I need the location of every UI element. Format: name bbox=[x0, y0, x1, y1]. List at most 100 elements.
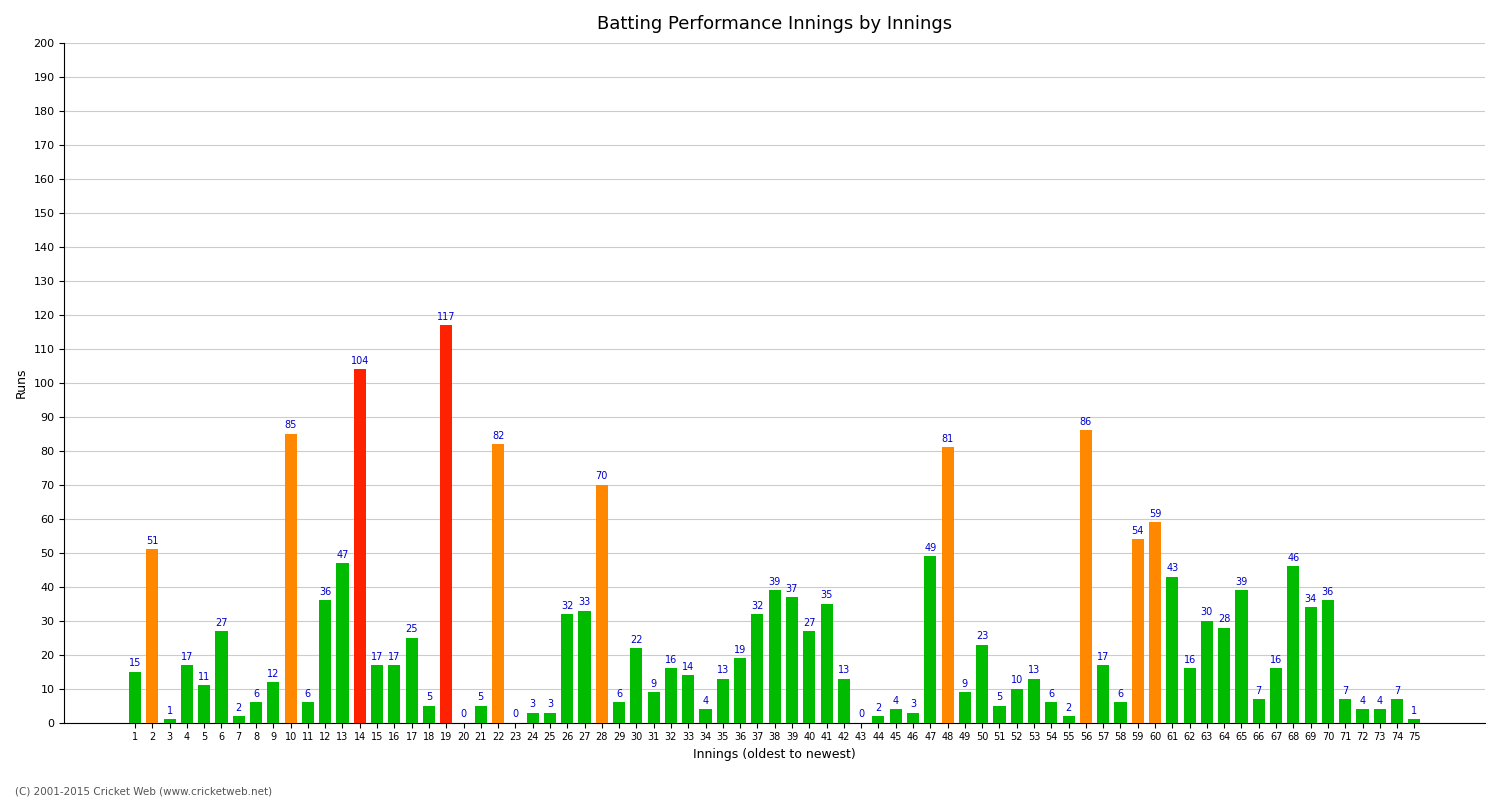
Text: 3: 3 bbox=[548, 699, 554, 709]
Text: 17: 17 bbox=[180, 651, 194, 662]
Bar bbox=[405, 638, 417, 722]
Bar bbox=[1236, 590, 1248, 722]
Bar bbox=[182, 665, 194, 722]
Bar bbox=[664, 668, 676, 722]
Bar bbox=[302, 702, 313, 722]
Text: 54: 54 bbox=[1131, 526, 1144, 536]
Bar bbox=[526, 713, 538, 722]
Y-axis label: Runs: Runs bbox=[15, 367, 28, 398]
Text: 17: 17 bbox=[1096, 651, 1110, 662]
Bar bbox=[320, 600, 332, 722]
Bar bbox=[1167, 577, 1179, 722]
Bar bbox=[370, 665, 382, 722]
Bar bbox=[336, 563, 348, 722]
Bar bbox=[839, 678, 850, 722]
Text: 46: 46 bbox=[1287, 553, 1299, 563]
Bar bbox=[164, 719, 176, 722]
Text: 85: 85 bbox=[285, 420, 297, 430]
Bar bbox=[579, 610, 591, 722]
Bar bbox=[1305, 607, 1317, 722]
Text: 11: 11 bbox=[198, 672, 210, 682]
Bar bbox=[129, 672, 141, 722]
Text: 5: 5 bbox=[477, 692, 484, 702]
Text: 0: 0 bbox=[858, 710, 864, 719]
Bar bbox=[734, 658, 746, 722]
Text: 9: 9 bbox=[962, 678, 968, 689]
Bar bbox=[699, 709, 711, 722]
Text: 39: 39 bbox=[1236, 577, 1248, 586]
Bar bbox=[423, 706, 435, 722]
Text: 27: 27 bbox=[802, 618, 816, 627]
Text: 2: 2 bbox=[1065, 702, 1071, 713]
Text: 82: 82 bbox=[492, 430, 504, 441]
Bar bbox=[1408, 719, 1420, 722]
Bar bbox=[596, 485, 608, 722]
Bar bbox=[717, 678, 729, 722]
Text: 17: 17 bbox=[370, 651, 384, 662]
Text: 2: 2 bbox=[236, 702, 242, 713]
Bar bbox=[354, 370, 366, 722]
Text: 1: 1 bbox=[1412, 706, 1418, 716]
Bar bbox=[267, 682, 279, 722]
Text: 0: 0 bbox=[460, 710, 466, 719]
Bar bbox=[285, 434, 297, 722]
Bar bbox=[1270, 668, 1282, 722]
Text: 86: 86 bbox=[1080, 417, 1092, 427]
Text: 13: 13 bbox=[837, 665, 850, 675]
Bar bbox=[614, 702, 626, 722]
Bar bbox=[1131, 539, 1144, 722]
Text: 16: 16 bbox=[664, 655, 676, 665]
Text: 49: 49 bbox=[924, 542, 936, 553]
Text: 14: 14 bbox=[682, 662, 694, 672]
Bar bbox=[216, 631, 228, 722]
Bar bbox=[976, 645, 988, 722]
Text: 7: 7 bbox=[1256, 686, 1262, 695]
Text: 6: 6 bbox=[616, 689, 622, 699]
Text: 70: 70 bbox=[596, 471, 608, 482]
X-axis label: Innings (oldest to newest): Innings (oldest to newest) bbox=[693, 748, 856, 761]
Text: 25: 25 bbox=[405, 624, 418, 634]
Text: 27: 27 bbox=[214, 618, 228, 627]
Text: 6: 6 bbox=[1118, 689, 1124, 699]
Text: 36: 36 bbox=[1322, 587, 1334, 597]
Bar bbox=[873, 716, 885, 722]
Bar bbox=[198, 686, 210, 722]
Text: 0: 0 bbox=[513, 710, 519, 719]
Text: 1: 1 bbox=[166, 706, 172, 716]
Text: 6: 6 bbox=[1048, 689, 1054, 699]
Bar bbox=[942, 447, 954, 722]
Bar bbox=[1149, 522, 1161, 722]
Bar bbox=[648, 692, 660, 722]
Text: 32: 32 bbox=[561, 601, 573, 610]
Bar bbox=[768, 590, 782, 722]
Text: 3: 3 bbox=[910, 699, 916, 709]
Text: 117: 117 bbox=[436, 312, 456, 322]
Text: 30: 30 bbox=[1202, 607, 1214, 618]
Bar bbox=[251, 702, 262, 722]
Bar bbox=[802, 631, 816, 722]
Text: 7: 7 bbox=[1394, 686, 1400, 695]
Text: 4: 4 bbox=[892, 696, 898, 706]
Bar bbox=[1390, 699, 1402, 722]
Text: 19: 19 bbox=[734, 645, 746, 654]
Text: 23: 23 bbox=[976, 631, 988, 641]
Text: 6: 6 bbox=[304, 689, 310, 699]
Bar bbox=[1218, 627, 1230, 722]
Bar bbox=[474, 706, 488, 722]
Bar bbox=[1202, 621, 1214, 722]
Bar bbox=[147, 550, 159, 722]
Text: 7: 7 bbox=[1342, 686, 1348, 695]
Text: 16: 16 bbox=[1184, 655, 1196, 665]
Bar bbox=[544, 713, 556, 722]
Bar bbox=[1374, 709, 1386, 722]
Text: 5: 5 bbox=[426, 692, 432, 702]
Bar bbox=[786, 597, 798, 722]
Bar bbox=[924, 556, 936, 722]
Bar bbox=[1184, 668, 1196, 722]
Text: 4: 4 bbox=[1377, 696, 1383, 706]
Bar bbox=[388, 665, 400, 722]
Text: 13: 13 bbox=[717, 665, 729, 675]
Bar bbox=[1340, 699, 1352, 722]
Bar bbox=[993, 706, 1005, 722]
Title: Batting Performance Innings by Innings: Batting Performance Innings by Innings bbox=[597, 15, 952, 33]
